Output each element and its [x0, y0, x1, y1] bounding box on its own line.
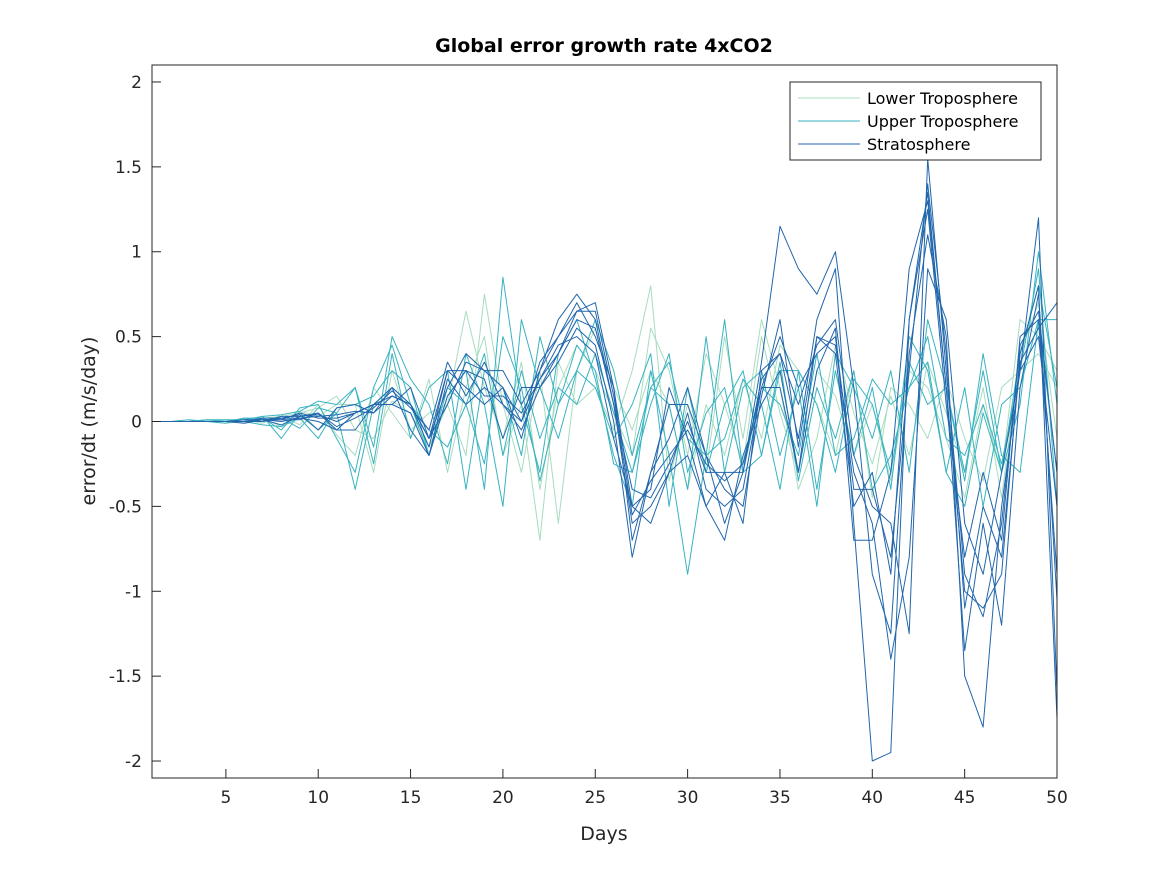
legend-items: Lower Troposphere Upper Troposphere Strato… — [798, 89, 1018, 154]
x-tick-label: 40 — [861, 788, 883, 808]
legend-label: Stratosphere — [867, 135, 970, 154]
y-tick-label: -1 — [125, 582, 142, 602]
y-tick-label: 1 — [131, 243, 142, 263]
y-tick-label: 1.5 — [115, 158, 142, 178]
series-line-stratosphere-7 — [152, 183, 1058, 609]
y-axis-title: error/dt (m/s/day) — [78, 337, 100, 506]
y-tick-label: 2 — [131, 73, 142, 93]
x-tick-label: 25 — [584, 788, 606, 808]
x-tick-label: 5 — [220, 788, 231, 808]
x-tick-label: 30 — [677, 788, 699, 808]
series-line-stratosphere-3 — [152, 208, 1058, 575]
y-tick-label: 0 — [131, 413, 142, 433]
x-tick-label: 35 — [769, 788, 791, 808]
x-tick-label: 20 — [492, 788, 514, 808]
legend-label: Upper Troposphere — [867, 112, 1018, 131]
chart-title: Global error growth rate 4xCO2 — [435, 35, 773, 57]
series-line-stratosphere-6 — [152, 157, 1058, 635]
y-tick-label: -2 — [125, 752, 142, 772]
x-tick-label: 10 — [307, 788, 329, 808]
series-layer — [152, 157, 1058, 762]
x-tick-label: 50 — [1046, 788, 1068, 808]
legend-label: Lower Troposphere — [867, 89, 1018, 108]
x-axis-title: Days — [580, 823, 627, 845]
y-axis: -2 -1.5 -1 -0.5 0 0.5 1 1.5 2 — [109, 73, 161, 772]
legend: Lower Troposphere Upper Troposphere Strato… — [789, 81, 1042, 161]
series-line-stratosphere-5 — [152, 268, 1058, 660]
x-axis: 5 10 15 20 25 30 35 40 45 50 — [220, 769, 1068, 808]
y-tick-label: -0.5 — [109, 497, 142, 517]
y-tick-label: -1.5 — [109, 667, 142, 687]
y-tick-label: 0.5 — [115, 328, 142, 348]
series-line-stratosphere-2 — [152, 191, 1058, 762]
x-tick-label: 15 — [400, 788, 422, 808]
x-tick-label: 45 — [954, 788, 976, 808]
